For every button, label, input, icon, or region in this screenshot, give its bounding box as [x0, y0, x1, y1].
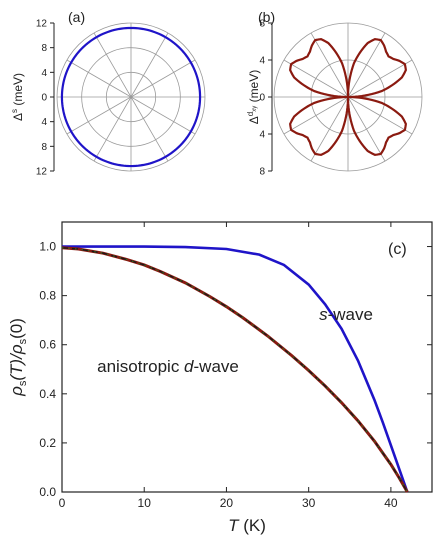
polar-grid-spoke [93, 32, 132, 98]
panel-b-y-axis-label: Δdxy (meV) [246, 70, 261, 124]
panel-a-radial-ticks: 12 8 4 0 4 8 12 [36, 19, 55, 178]
y-axis-tick-label: 1.0 [39, 240, 56, 254]
polar-radial-tick-label: 4 [259, 130, 265, 141]
panel-a-polar-plot: 12 8 4 0 4 8 12 (a) Δs (meV) [10, 9, 206, 178]
panel-b-radial-ticks: 8 4 0 4 8 [259, 19, 273, 178]
polar-radial-tick-label: 8 [259, 19, 265, 30]
polar-radial-tick-label: 4 [41, 68, 47, 79]
polar-grid-spoke [347, 96, 386, 162]
x-axis-tick-label: 10 [138, 496, 152, 510]
polar-grid-spoke [283, 59, 349, 98]
polar-grid-spoke [347, 32, 386, 98]
polar-radial-tick-label: 8 [259, 167, 265, 178]
panel-a-polar-grid [56, 22, 206, 172]
polar-grid-spoke [130, 96, 169, 162]
panel-b-d-wave-gap-series [289, 38, 407, 156]
panel-a-label: (a) [68, 9, 85, 25]
panel-c-plot-frame [61, 221, 433, 493]
x-axis-tick-label: 40 [384, 496, 398, 510]
y-axis-tick-label: 0.8 [39, 289, 56, 303]
polar-grid-spoke [93, 96, 132, 162]
panel-c-label: (c) [388, 241, 407, 258]
y-axis-tick-label: 0.4 [39, 387, 56, 401]
polar-radial-tick-label: 12 [36, 19, 48, 30]
d-wave-annotation: anisotropic d-wave [97, 357, 239, 376]
d-wave-fit-dashed-line [61, 247, 408, 493]
panel-c-axes: 0 10 20 30 40 0.0 0.2 0.4 0.6 0.8 1.0 [39, 222, 432, 510]
polar-radial-tick-label: 8 [41, 43, 47, 54]
s-wave-annotation: s-wave [319, 305, 373, 324]
polar-radial-tick-label: 0 [259, 93, 265, 104]
polar-grid-spoke [310, 32, 349, 98]
panel-a-y-axis-label: Δs (meV) [10, 73, 25, 121]
d-wave-gap-curve [289, 38, 407, 156]
x-axis-tick-label: 30 [302, 496, 316, 510]
polar-grid-spoke [66, 96, 132, 135]
panel-b-polar-plot: 8 4 0 4 8 (b) Δdxy (meV) [246, 9, 423, 178]
polar-grid-spoke [347, 59, 413, 98]
s-wave-series-line [62, 245, 409, 493]
panel-c-y-axis-label: ρs(T)/ρs(0) [7, 318, 29, 397]
polar-grid-spoke [130, 59, 196, 98]
polar-grid-spoke [310, 96, 349, 162]
y-axis-tick-label: 0.0 [39, 485, 56, 499]
x-axis-tick-label: 20 [220, 496, 234, 510]
polar-radial-tick-label: 8 [41, 142, 47, 153]
panel-c-x-axis-label: T (K) [228, 516, 266, 535]
panel-c-series-group [61, 245, 409, 493]
polar-grid-spoke [130, 32, 169, 98]
panel-b-label: (b) [258, 9, 275, 25]
polar-radial-tick-label: 4 [259, 56, 265, 67]
polar-grid-spoke [130, 96, 196, 135]
polar-grid-spoke [347, 96, 413, 135]
polar-radial-tick-label: 0 [41, 93, 47, 104]
s-wave-gap-curve [60, 26, 202, 168]
polar-radial-tick-label: 12 [36, 167, 48, 178]
x-axis-tick-label: 0 [59, 496, 66, 510]
panel-c-line-chart: 0 10 20 30 40 0.0 0.2 0.4 0.6 0.8 1.0 (c) s-wave a… [7, 221, 433, 535]
polar-grid-spoke [283, 96, 349, 135]
polar-radial-tick-label: 4 [41, 117, 47, 128]
y-axis-tick-label: 0.2 [39, 436, 56, 450]
polar-grid-spoke [66, 59, 132, 98]
panel-a-s-wave-gap-series [60, 26, 202, 168]
y-axis-tick-label: 0.6 [39, 338, 56, 352]
